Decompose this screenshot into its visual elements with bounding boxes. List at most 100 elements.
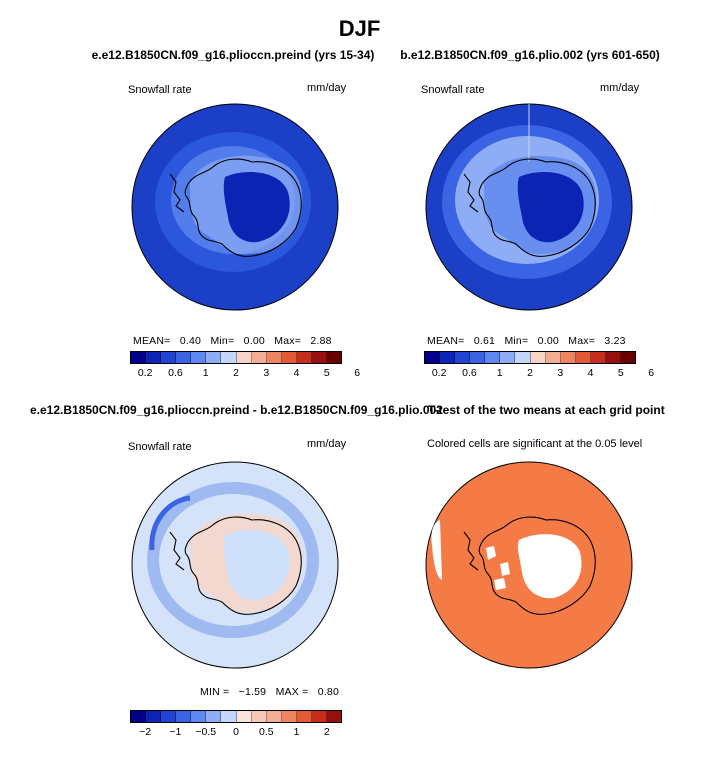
colorbar-tick-label: 3: [557, 367, 564, 379]
polar-map-bottom-right: [425, 461, 633, 669]
units-label-top-right: mm/day: [600, 82, 640, 94]
stat-mean-value: 0.61: [473, 335, 496, 347]
colorbar-swatch: [206, 352, 222, 363]
stats-top-left: MEAN= 0.40 Min= 0.00 Max= 2.88: [133, 335, 332, 347]
colorbar-tick-label: 2: [233, 367, 239, 379]
colorbar-swatch: [251, 352, 267, 363]
stat-mean-label: MEAN=: [133, 335, 171, 347]
stat-max-value: 0.80: [317, 686, 340, 698]
colorbar-swatch: [455, 352, 471, 363]
stat-max-value: 2.88: [310, 335, 332, 347]
panel-title-bottom-right: T-test of the two means at each grid poi…: [428, 403, 665, 417]
colorbar-swatch: [621, 352, 636, 363]
variable-label-top-left: Snowfall rate: [128, 84, 192, 96]
panel-title-top-left: e.e12.B1850CN.f09_g16.plioccn.preind (yr…: [91, 48, 375, 62]
colorbar-swatch: [266, 711, 282, 722]
colorbar-swatch: [590, 352, 606, 363]
colorbar-tick-label: 0.6: [168, 367, 183, 379]
stat-max-label: Max=: [568, 335, 596, 347]
colorbar-swatch: [131, 352, 147, 363]
colorbar-swatch: [191, 352, 207, 363]
colorbar-tick-label: 3: [263, 367, 270, 379]
colorbar-tick-label: 1: [293, 726, 300, 738]
significance-note: Colored cells are significant at the 0.0…: [427, 438, 643, 450]
stat-min-label: MIN =: [200, 686, 230, 698]
colorbar-swatch: [236, 711, 252, 722]
colorbar-swatch: [251, 711, 267, 722]
map-continent-interior: [223, 529, 290, 601]
colorbar-swatch: [327, 352, 342, 363]
panel-title-bottom-left: e.e12.B1850CN.f09_g16.plioccn.preind - b…: [30, 403, 443, 417]
colorbar-swatch: [221, 711, 237, 722]
colorbar-swatch: [191, 711, 207, 722]
colorbar-swatch: [327, 711, 342, 722]
colorbar-swatch: [485, 352, 501, 363]
colorbar-tick-label: 4: [293, 367, 300, 379]
colorbar-swatch: [146, 711, 162, 722]
stat-min-value: −1.59: [238, 686, 267, 698]
colorbar-tick-label: 6: [354, 367, 361, 379]
colorbar-swatch: [515, 352, 531, 363]
colorbar-swatch: [176, 711, 192, 722]
map-nonsignificant-speckle: [486, 546, 510, 590]
colorbar-swatch: [296, 711, 312, 722]
units-label-top-left: mm/day: [307, 82, 347, 94]
colorbar-tick-label: 6: [648, 367, 655, 379]
colorbar-swatch: [575, 352, 591, 363]
colorbar-tick-label: 5: [323, 367, 330, 379]
colorbar-swatch: [221, 352, 237, 363]
colorbar-tick-label: 2: [323, 726, 330, 738]
colorbar-swatch: [281, 352, 297, 363]
stat-min-value: 0.00: [537, 335, 559, 347]
colorbar-bottom-left: [130, 710, 342, 723]
map-coastline: [463, 158, 596, 257]
map-continent-interior: [517, 171, 584, 243]
colorbar-swatch: [161, 711, 177, 722]
colorbar-swatch: [605, 352, 622, 363]
colorbar-swatch: [176, 352, 192, 363]
colorbar-swatch: [470, 352, 486, 363]
colorbar-swatch: [311, 711, 328, 722]
colorbar-swatch: [425, 352, 441, 363]
colorbar-top-left: [130, 351, 342, 364]
colorbar-swatch: [545, 352, 561, 363]
map-nonsignificant-interior: [517, 534, 582, 599]
main-title: DJF: [338, 16, 381, 41]
colorbar-swatch: [131, 711, 147, 722]
colorbar-tick-label: 0: [233, 726, 239, 738]
colorbar-swatch: [266, 352, 282, 363]
polar-map-bottom-left: [131, 461, 339, 669]
stat-mean-label: MEAN=: [427, 335, 465, 347]
colorbar-tick-label: −2: [139, 726, 152, 738]
colorbar-swatch: [146, 352, 162, 363]
stat-min-label: Min=: [504, 335, 529, 347]
colorbar-tick-label: 0.5: [258, 726, 274, 738]
map-continent-interior: [223, 171, 290, 243]
colorbar-tick-label: 1: [496, 367, 503, 379]
colorbar-tick-label: −0.5: [195, 726, 217, 738]
colorbar-tick-label: 1: [202, 367, 209, 379]
colorbar-swatch: [281, 711, 297, 722]
colorbar-swatch: [296, 352, 312, 363]
colorbar-tick-label: 0.6: [462, 367, 477, 379]
stats-top-right: MEAN= 0.61 Min= 0.00 Max= 3.23: [427, 335, 626, 347]
map-ring-blue: [147, 482, 319, 638]
stat-max-label: MAX =: [275, 686, 309, 698]
colorbar-swatch: [530, 352, 546, 363]
colorbar-swatch: [161, 352, 177, 363]
map-coastline: [463, 516, 596, 615]
panel-title-top-right: b.e12.B1850CN.f09_g16.plio.002 (yrs 601-…: [400, 48, 660, 62]
stat-max-value: 3.23: [604, 335, 626, 347]
stat-min-label: Min=: [210, 335, 235, 347]
colorbar-tick-label: 0.2: [137, 367, 153, 379]
units-label-bottom-left: mm/day: [307, 438, 347, 450]
colorbar-tick-label: 2: [527, 367, 533, 379]
colorbar-swatch: [236, 352, 252, 363]
stat-max-label: Max=: [274, 335, 302, 347]
colorbar-swatch: [206, 711, 222, 722]
map-coastline: [169, 158, 302, 257]
polar-map-top-left: [131, 103, 339, 311]
stats-bottom-left: MIN = −1.59 MAX = 0.80: [200, 686, 339, 698]
variable-label-top-right: Snowfall rate: [421, 84, 485, 96]
colorbar-tick-label: 0.2: [431, 367, 447, 379]
